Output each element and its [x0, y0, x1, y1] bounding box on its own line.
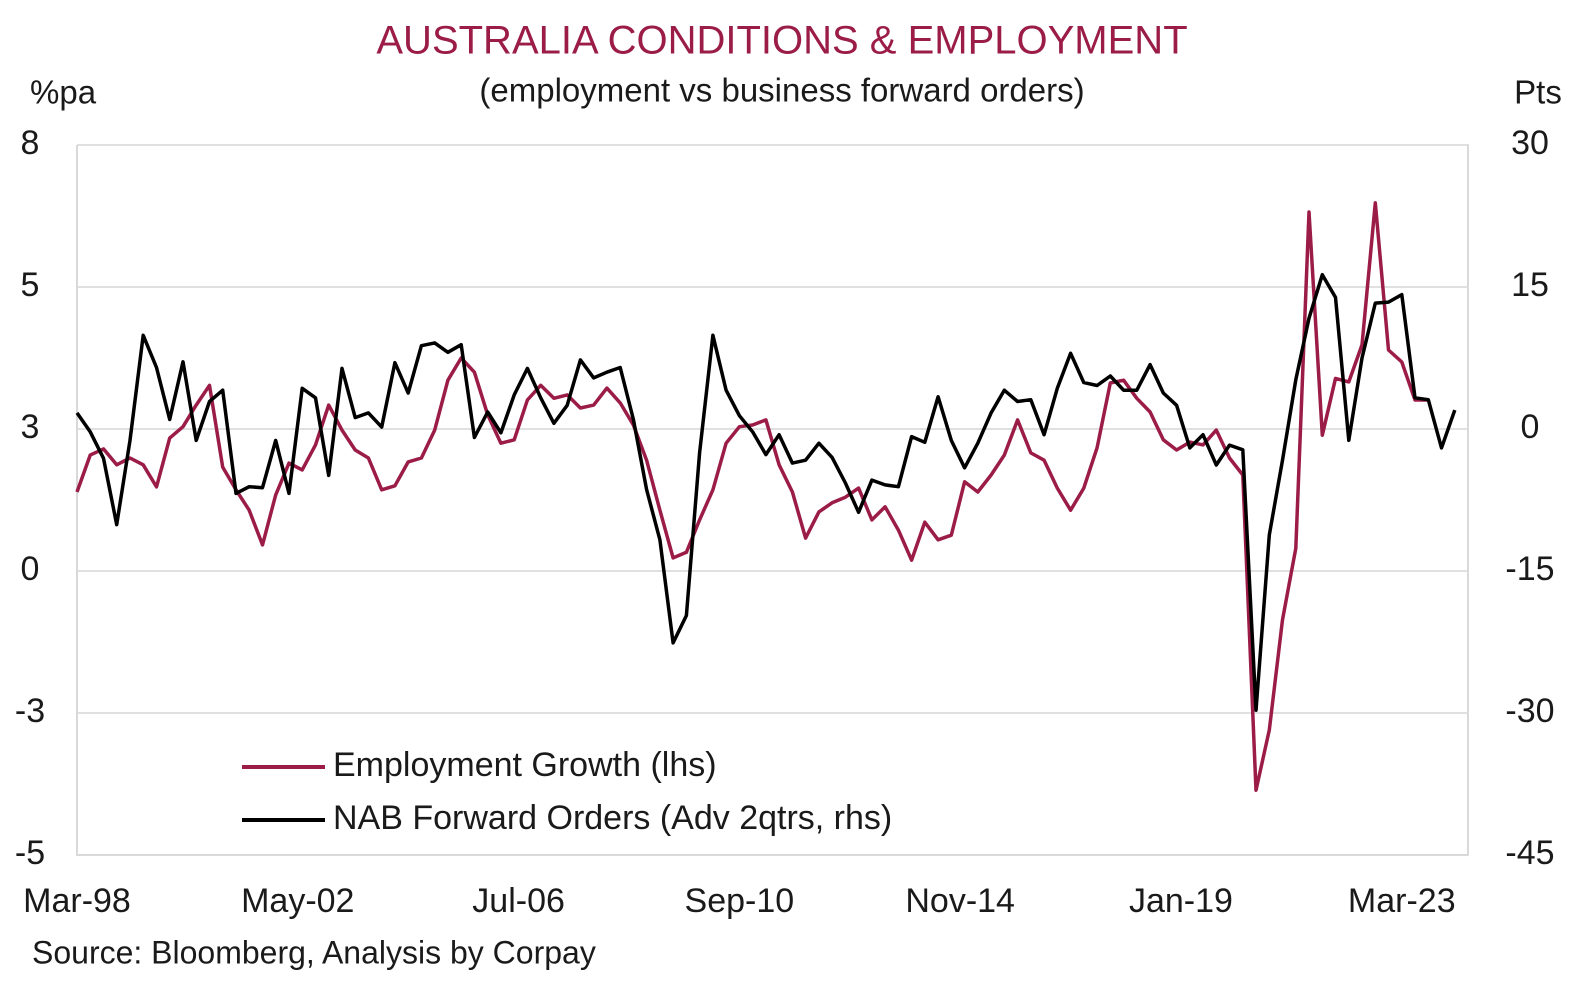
x-tick-label: Mar-98 — [23, 882, 131, 920]
x-tick-label: Jan-19 — [1129, 882, 1233, 920]
source-note: Source: Bloomberg, Analysis by Corpay — [32, 934, 596, 970]
x-tick-label: May-02 — [241, 882, 354, 920]
y-tick-label: -5 — [15, 834, 45, 872]
chart-title: AUSTRALIA CONDITIONS & EMPLOYMENT — [376, 19, 1187, 63]
x-tick-label: Mar-23 — [1348, 882, 1456, 920]
y-axis-label: %pa — [30, 74, 97, 111]
y2-tick-label: -45 — [1505, 834, 1554, 872]
legend-label: Employment Growth (lhs) — [333, 746, 717, 784]
y-tick-label: 3 — [21, 408, 40, 446]
y2-tick-label: -15 — [1505, 550, 1554, 588]
chart-subtitle: (employment vs business forward orders) — [479, 72, 1084, 109]
y-tick-label: -3 — [15, 692, 45, 730]
y-tick-label: 0 — [21, 550, 40, 588]
series-line — [75, 272, 1457, 712]
y-tick-label: 5 — [21, 266, 40, 304]
y2-tick-label: 15 — [1511, 266, 1549, 304]
y-tick-label: 8 — [21, 124, 40, 162]
y2-tick-label: 30 — [1511, 124, 1549, 162]
y2-axis-label: Pts — [1514, 74, 1562, 111]
x-tick-label: Nov-14 — [905, 882, 1015, 920]
x-tick-label: Jul-06 — [472, 882, 565, 920]
series-line — [75, 201, 1429, 792]
y2-tick-label: 0 — [1521, 408, 1540, 446]
y2-tick-label: -30 — [1505, 692, 1554, 730]
legend-label: NAB Forward Orders (Adv 2qtrs, rhs) — [333, 799, 892, 837]
x-tick-label: Sep-10 — [685, 882, 795, 920]
